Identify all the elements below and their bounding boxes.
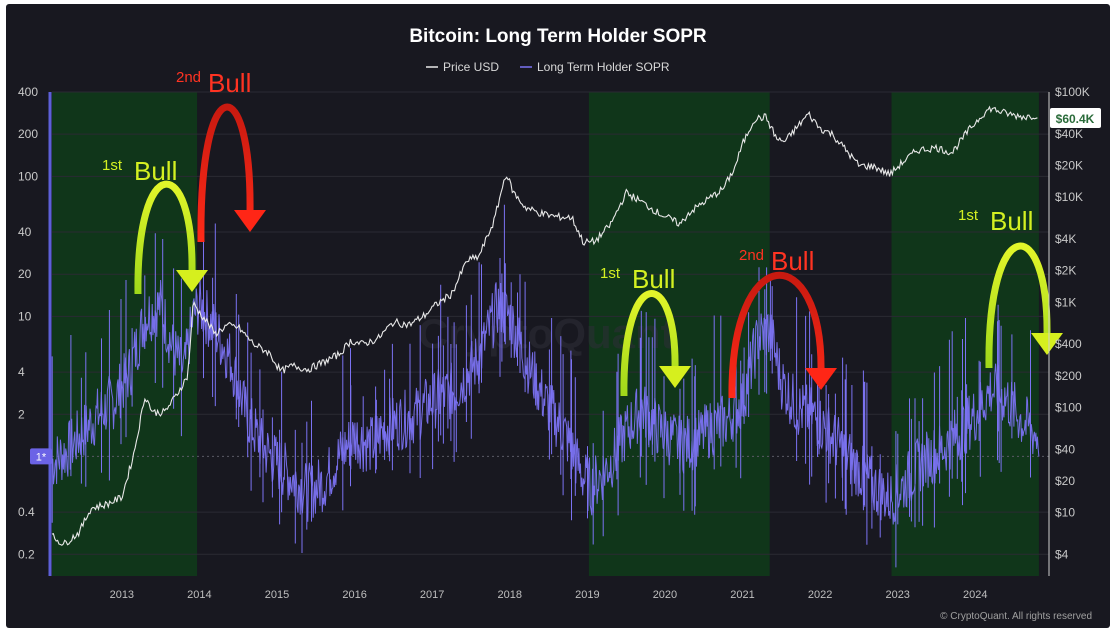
sopr-line [51, 277, 1040, 525]
annotation-4: 2nd Bull [728, 246, 837, 399]
annotation-word: Bull [771, 246, 814, 276]
x-tick-label: 2019 [575, 589, 599, 601]
reference-label-box [30, 448, 52, 465]
price-series [51, 105, 1038, 546]
x-tick-label: 2018 [498, 589, 522, 601]
price-line [51, 105, 1038, 546]
right-tick-label: $400 [1055, 337, 1082, 351]
right-tick-label: $10K [1055, 190, 1083, 204]
right-tick-label: $4 [1055, 548, 1069, 562]
annotation-word: Bull [208, 68, 251, 98]
reference-label: 1* [36, 451, 47, 463]
annotation-ordinal: 1st [600, 265, 621, 282]
right-tick-label: $10 [1055, 506, 1075, 520]
annotation-3: 1st Bull [600, 264, 691, 397]
annotation-arrowhead [659, 366, 691, 388]
left-tick-label: 0.4 [18, 505, 35, 519]
annotation-arrow-arc [134, 180, 196, 295]
legend: Price USD Long Term Holder SOPR [426, 60, 670, 74]
left-tick-label: 400 [18, 85, 38, 99]
bull-annotations: 1st Bull 2nd Bull 1st Bull 2nd Bull 1st Bull [102, 68, 1063, 399]
right-tick-label: $20K [1055, 159, 1083, 173]
chart-panel: CryptoQuant 1st Bull 2nd Bull 1st Bull 2nd Bull… [6, 4, 1110, 628]
sopr-series [51, 204, 1040, 568]
x-tick-label: 2021 [730, 589, 754, 601]
current-price-label: $60.4K [1056, 112, 1095, 126]
annotation-ordinal: 2nd [739, 247, 764, 264]
right-tick-label: $100K [1055, 85, 1090, 99]
left-tick-label: 4 [18, 365, 25, 379]
left-axis-ticks: 400 200 100 40 20 10 4 2 0.4 0.2 [18, 85, 38, 561]
annotation-word: Bull [990, 206, 1033, 236]
right-tick-label: $100 [1055, 401, 1082, 415]
chart-title: Bitcoin: Long Term Holder SOPR [409, 26, 707, 47]
right-tick-label: $40K [1055, 127, 1083, 141]
right-tick-label: $200 [1055, 369, 1082, 383]
legend-price-label: Price USD [443, 60, 499, 74]
right-tick-label: $20 [1055, 474, 1075, 488]
left-tick-label: 100 [18, 169, 38, 183]
x-tick-label: 2013 [110, 589, 134, 601]
annotation-arrow-arc [985, 242, 1051, 369]
x-axis-ticks: 2013 2014 2015 2016 2017 2018 2019 2020 2021 2022… [110, 589, 988, 601]
right-tick-label: $1K [1055, 295, 1076, 309]
annotation-arrow-arc [197, 103, 254, 243]
sopr-spikes [51, 204, 1031, 568]
legend-sopr-label: Long Term Holder SOPR [537, 60, 670, 74]
annotation-arrowhead [176, 270, 208, 292]
x-tick-label: 2023 [885, 589, 909, 601]
current-price-badge: $60.4K [1050, 108, 1101, 128]
annotation-ordinal: 2nd [176, 69, 201, 86]
right-tick-label: $4K [1055, 232, 1076, 246]
annotation-arrow-arc [620, 290, 679, 397]
left-tick-label: 0.2 [18, 547, 35, 561]
copyright-credit: © CryptoQuant. All rights reserved [940, 611, 1092, 622]
annotation-arrowhead [234, 210, 266, 232]
annotation-5: 1st Bull [958, 206, 1063, 369]
x-tick-label: 2017 [420, 589, 444, 601]
annotation-2: 2nd Bull [176, 68, 266, 243]
left-tick-label: 40 [18, 225, 32, 239]
x-tick-label: 2016 [342, 589, 366, 601]
annotation-arrowhead [805, 368, 837, 390]
left-tick-label: 200 [18, 127, 38, 141]
right-axis-ticks: $100K $40K $20K $10K $4K $2K $1K $400 $200 $100 $4… [1055, 85, 1090, 562]
x-tick-label: 2024 [963, 589, 987, 601]
right-tick-label: $2K [1055, 264, 1076, 278]
x-tick-label: 2014 [187, 589, 211, 601]
left-tick-label: 2 [18, 407, 25, 421]
x-tick-label: 2022 [808, 589, 832, 601]
annotation-arrow-arc [728, 272, 825, 399]
annotation-arrowhead [1031, 333, 1063, 355]
x-tick-label: 2020 [653, 589, 677, 601]
annotation-word: Bull [632, 264, 675, 294]
left-tick-label: 20 [18, 267, 32, 281]
right-tick-label: $40 [1055, 442, 1075, 456]
annotation-word: Bull [134, 156, 177, 186]
annotation-1: 1st Bull [102, 156, 208, 295]
annotation-ordinal: 1st [958, 207, 979, 224]
annotation-ordinal: 1st [102, 157, 123, 174]
left-tick-label: 10 [18, 309, 32, 323]
x-tick-label: 2015 [265, 589, 289, 601]
